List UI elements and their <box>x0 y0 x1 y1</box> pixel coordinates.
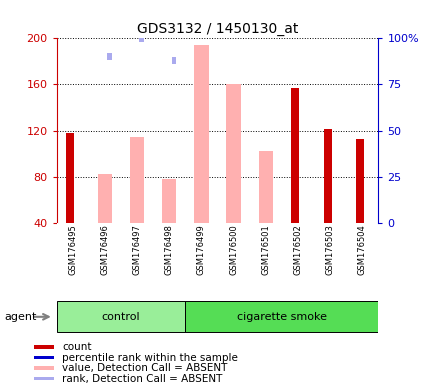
Text: GSM176495: GSM176495 <box>68 224 77 275</box>
Text: GSM176501: GSM176501 <box>261 224 270 275</box>
Text: GSM176500: GSM176500 <box>229 224 237 275</box>
Bar <box>268 28 273 35</box>
Bar <box>355 139 363 223</box>
Bar <box>34 366 54 370</box>
Bar <box>161 179 176 223</box>
Bar <box>363 7 368 14</box>
Bar <box>34 356 54 359</box>
Bar <box>291 88 299 223</box>
Text: GSM176499: GSM176499 <box>197 224 205 275</box>
Bar <box>258 151 273 223</box>
Text: GSM176502: GSM176502 <box>293 224 302 275</box>
Text: value, Detection Call = ABSENT: value, Detection Call = ABSENT <box>62 363 227 373</box>
Bar <box>194 45 208 223</box>
Bar <box>107 53 112 60</box>
Text: GSM176496: GSM176496 <box>100 224 109 275</box>
Text: GSM176498: GSM176498 <box>164 224 173 275</box>
Bar <box>56 301 185 332</box>
Bar <box>331 7 336 14</box>
Bar <box>203 3 207 10</box>
Text: rank, Detection Call = ABSENT: rank, Detection Call = ABSENT <box>62 374 222 384</box>
Bar <box>66 133 74 223</box>
Bar <box>171 57 176 64</box>
Bar <box>226 84 240 223</box>
Bar <box>129 137 144 223</box>
Bar <box>185 301 378 332</box>
Bar <box>323 129 331 223</box>
Bar <box>299 13 304 20</box>
Title: GDS3132 / 1450130_at: GDS3132 / 1450130_at <box>137 22 297 36</box>
Text: cigarette smoke: cigarette smoke <box>237 312 326 322</box>
Bar <box>34 377 54 381</box>
Text: GSM176497: GSM176497 <box>132 224 141 275</box>
Bar <box>74 11 79 18</box>
Text: agent: agent <box>4 312 36 322</box>
Text: count: count <box>62 342 92 352</box>
Text: GSM176503: GSM176503 <box>325 224 334 275</box>
Bar <box>139 35 144 42</box>
Bar <box>236 0 240 3</box>
Text: GSM176504: GSM176504 <box>357 224 366 275</box>
Bar <box>34 345 54 349</box>
Text: percentile rank within the sample: percentile rank within the sample <box>62 353 237 362</box>
Bar <box>97 174 112 223</box>
Bar <box>235 0 240 3</box>
Text: control: control <box>102 312 140 322</box>
